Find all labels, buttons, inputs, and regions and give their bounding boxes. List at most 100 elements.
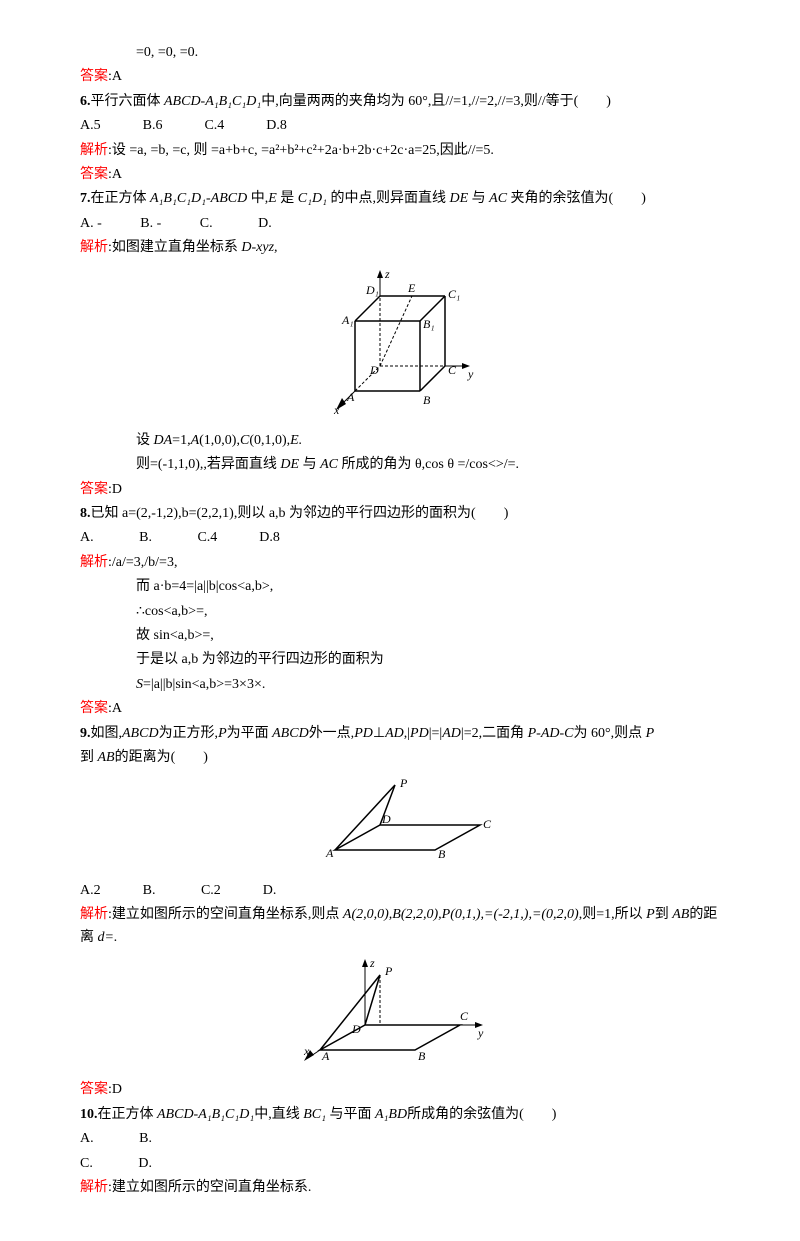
q8-l1: 而 a·b=4=|a||b|cos<a,b>,: [80, 576, 720, 598]
q9-ad: AD: [385, 726, 404, 741]
q7-l2: 设: [136, 433, 154, 448]
q9-pd2: PD: [410, 726, 429, 741]
q9-p2: P: [646, 726, 655, 741]
q6-answer: 答案:A: [80, 164, 720, 186]
analysis-label: 解析: [80, 907, 108, 922]
q10-num: 10.: [80, 1107, 98, 1122]
q7-line3a: 则=(-1,1,0),,若异面直线: [136, 457, 280, 472]
analysis-label: 解析: [80, 555, 108, 570]
svg-text:C: C: [483, 817, 492, 831]
svg-text:y: y: [467, 367, 474, 381]
q6-cube: ABCD-A₁B₁C₁D₁: [164, 94, 261, 109]
q9-text9: 为 60°,则点: [574, 726, 646, 741]
q9-ab: AB: [98, 750, 115, 765]
q9-p: P: [218, 726, 227, 741]
answer-value: :D: [108, 482, 122, 497]
q7-l2f: C: [240, 433, 249, 448]
q7-line3c: 所成的角为 θ,cos θ =/cos<>/=.: [338, 457, 519, 472]
q7-e: E: [268, 191, 277, 206]
q7-cube: A₁B₁C₁D₁-ABCD: [150, 191, 247, 206]
svg-text:A: A: [325, 846, 334, 860]
q7-line3: 则=(-1,1,0),,若异面直线 DE 与 AC 所成的角为 θ,cos θ …: [80, 454, 720, 476]
q7-figure: A B C D A₁ B₁ C₁ D₁ E z y x: [80, 266, 720, 424]
q5-line: =0, =0, =0.: [80, 42, 720, 64]
q7-question: 7.在正方体 A₁B₁C₁D₁-ABCD 中,E 是 C₁D₁ 的中点,则异面直…: [80, 188, 720, 210]
q8-analysis: 解析:/a/=3,/b/=3,: [80, 552, 720, 574]
analysis-label: 解析: [80, 143, 108, 158]
q9-abcd: ABCD: [122, 726, 159, 741]
q7-cd: C₁D₁: [298, 191, 327, 206]
q10-analysis: 解析:建立如图所示的空间直角坐标系.: [80, 1177, 720, 1199]
answer-label: 答案: [80, 69, 108, 84]
svg-text:C: C: [448, 363, 457, 377]
svg-text:D: D: [351, 1022, 361, 1036]
q7-de2: DE: [280, 457, 299, 472]
q9-question: 9.如图,ABCD为正方形,P为平面 ABCD外一点,PD⊥AD,|PD|=|A…: [80, 723, 720, 745]
q9-figure2: P A B C D z y x: [300, 955, 720, 1073]
q7-line2: 设 DA=1,A(1,0,0),C(0,1,0),E.: [80, 430, 720, 452]
q10-text: 在正方体: [98, 1107, 158, 1122]
q9-abcd2: ABCD: [272, 726, 309, 741]
q7-options: A. - B. - C. D.: [80, 213, 720, 235]
q9-text5: ⊥: [373, 726, 385, 741]
q8-s: S: [136, 677, 143, 692]
q8-answer: 答案:A: [80, 698, 720, 720]
q9-analysis-text: :建立如图所示的空间直角坐标系,则点: [108, 907, 343, 922]
svg-text:E: E: [407, 281, 416, 295]
q9-p3: P: [646, 907, 655, 922]
q9-pd: PD: [354, 726, 373, 741]
q7-analysis-text: :如图建立直角坐标系: [108, 240, 241, 255]
q7-l2b: DA: [154, 433, 173, 448]
answer-label: 答案: [80, 701, 108, 716]
q7-answer: 答案:D: [80, 479, 720, 501]
svg-text:z: z: [369, 956, 375, 970]
q9-text2: 为正方形,: [159, 726, 219, 741]
answer-value: :A: [108, 167, 122, 182]
answer-value: :D: [108, 1082, 122, 1097]
q7-dxyz: D-xyz,: [241, 240, 277, 255]
q8-l5: S=|a||b|sin<a,b>=3×3×.: [80, 674, 720, 696]
svg-text:x: x: [333, 403, 340, 416]
q10-question: 10.在正方体 ABCD-A₁B₁C₁D₁中,直线 BC₁ 与平面 A₁BD所成…: [80, 1104, 720, 1126]
q9-text8: |=2,二面角: [461, 726, 528, 741]
analysis-label: 解析: [80, 240, 108, 255]
q9-num: 9.: [80, 726, 91, 741]
q10-text2: 中,直线: [254, 1107, 303, 1122]
q9-text10: 到: [80, 750, 98, 765]
q9-question-cont: 到 AB的距离为( ): [80, 747, 720, 769]
answer-label: 答案: [80, 482, 108, 497]
svg-text:y: y: [477, 1026, 484, 1040]
svg-text:D₁: D₁: [365, 283, 379, 297]
q7-ac: AC: [489, 191, 507, 206]
answer-value: :A: [108, 701, 122, 716]
q6-analysis: 解析:设 =a, =b, =c, 则 =a+b+c, =a²+b²+c²+2a·…: [80, 140, 720, 162]
q8-l5t: =|a||b|sin<a,b>=3×3×.: [143, 677, 265, 692]
q9-answer: 答案:D: [80, 1079, 720, 1101]
q9-pts: A(2,0,0),B(2,2,0),P(0,1,),=(-2,1,),=(0,2…: [343, 907, 579, 922]
q8-l2: ∴cos<a,b>=,: [80, 601, 720, 623]
q7-text2: 中,: [247, 191, 268, 206]
q6-text: 平行六面体: [91, 94, 165, 109]
svg-text:A: A: [321, 1049, 330, 1063]
svg-text:P: P: [399, 776, 408, 790]
q7-num: 7.: [80, 191, 91, 206]
q7-line3b: 与: [299, 457, 320, 472]
analysis-label: 解析: [80, 1180, 108, 1195]
q10-text3: 与平面: [326, 1107, 375, 1122]
q10-text4: 所成角的余弦值为( ): [407, 1107, 556, 1122]
answer-label: 答案: [80, 1082, 108, 1097]
svg-text:P: P: [384, 964, 393, 978]
q9-text3: 为平面: [227, 726, 273, 741]
q10-bc1: BC₁: [303, 1107, 326, 1122]
q7-de: DE: [449, 191, 468, 206]
q10-a1bd: A₁BD: [375, 1107, 407, 1122]
svg-text:B: B: [423, 393, 431, 407]
q7-l2e: (1,0,0),: [199, 433, 240, 448]
q8-l4: 于是以 a,b 为邻边的平行四边形的面积为: [80, 649, 720, 671]
svg-text:C₁: C₁: [448, 287, 460, 301]
svg-text:x: x: [303, 1044, 310, 1058]
q7-text5: 与: [468, 191, 489, 206]
svg-text:D: D: [369, 363, 379, 377]
q9-text4: 外一点,: [309, 726, 355, 741]
svg-text:B: B: [418, 1049, 426, 1063]
